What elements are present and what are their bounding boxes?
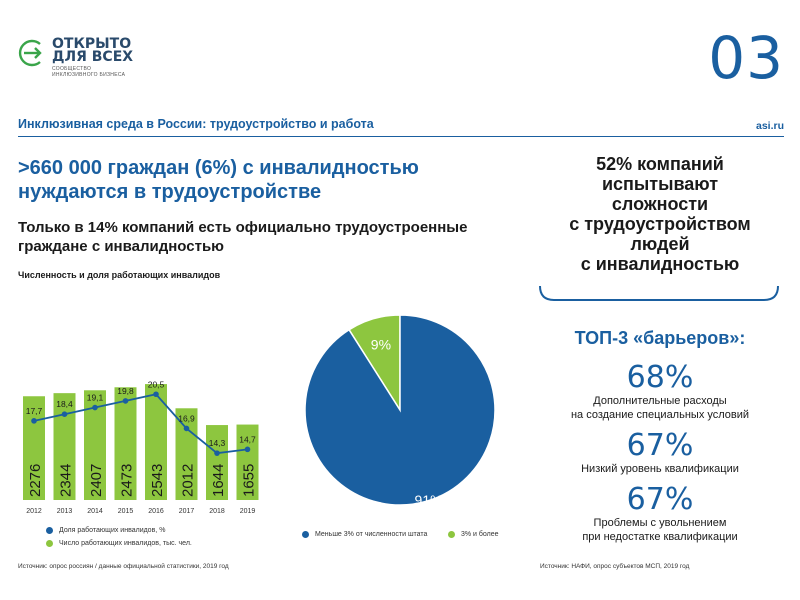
pie-label: 91% bbox=[415, 492, 443, 508]
bar bbox=[175, 408, 198, 500]
barrier-1-desc2: на создание специальных условий bbox=[570, 409, 750, 421]
barrier-1: 68% Дополнительные расходы на создание с… bbox=[540, 362, 780, 422]
bar-value-label: 1644 bbox=[210, 464, 227, 497]
page-title: Инклюзивная среда в России: трудоустройс… bbox=[18, 117, 374, 131]
right-headline: 52% компаний испытывают сложности с труд… bbox=[540, 154, 780, 274]
x-tick-label: 2012 bbox=[26, 508, 42, 515]
right-headline-line: 52% компаний bbox=[596, 154, 724, 174]
barriers-title: ТОП-3 «барьеров»: bbox=[574, 328, 746, 348]
right-headline-line: испытывают bbox=[601, 174, 719, 194]
line-value-label: 20,5 bbox=[148, 379, 165, 389]
right-headline-line: людей bbox=[630, 234, 690, 254]
x-tick-label: 2019 bbox=[240, 508, 256, 515]
line-point bbox=[183, 425, 190, 432]
right-headline-line: сложности bbox=[611, 194, 709, 214]
x-tick-label: 2018 bbox=[209, 508, 225, 515]
subheadline: Только в 14% компаний есть официально тр… bbox=[18, 219, 468, 255]
bar bbox=[145, 384, 167, 500]
pie-legend-b-label: 3% и более bbox=[461, 531, 499, 538]
logo-subtitle: СООБЩЕСТВО ИНКЛЮЗИВНОГО БИЗНЕСА bbox=[52, 66, 152, 78]
bar-value-label: 2407 bbox=[88, 464, 105, 497]
legend-bars: Число работающих инвалидов, тыс. чел. bbox=[46, 540, 192, 547]
site-link[interactable]: asi.ru bbox=[755, 120, 784, 132]
bar bbox=[114, 387, 137, 500]
line-value-label: 18,4 bbox=[56, 399, 73, 409]
logo-line2: ДЛЯ ВСЕХ bbox=[52, 49, 134, 65]
line-value-label: 19,8 bbox=[117, 386, 134, 396]
line-point bbox=[61, 411, 68, 417]
logo-line1: ОТКРЫТО bbox=[52, 36, 132, 52]
bracket-decoration bbox=[539, 285, 779, 301]
bar-value-label: 2276 bbox=[27, 464, 44, 497]
x-tick-label: 2017 bbox=[179, 508, 195, 515]
right-headline-line: с инвалидностью bbox=[580, 254, 740, 274]
x-tick-label: 2016 bbox=[148, 508, 164, 515]
logo-sub1: СООБЩЕСТВО bbox=[52, 66, 92, 72]
pie-legend-b-swatch bbox=[448, 531, 455, 538]
line-point bbox=[153, 391, 159, 398]
line-value-label: 17,7 bbox=[26, 406, 43, 416]
logo-arrow-icon bbox=[18, 39, 42, 67]
line-value-label: 14,7 bbox=[239, 434, 256, 444]
pie-slice bbox=[304, 314, 496, 506]
x-tick-label: 2014 bbox=[87, 508, 103, 515]
bar bbox=[206, 425, 228, 500]
bar-value-label: 2473 bbox=[119, 464, 136, 497]
bar-line-chart: 2276 2012 2344 2013 2407 2014 2473 2015 2543 2016… bbox=[23, 379, 259, 515]
line-value-label: 16,9 bbox=[178, 413, 195, 423]
right-headline-line: с трудоустройством bbox=[569, 214, 751, 234]
bar bbox=[53, 393, 76, 500]
logo-text: ОТКРЫТО ДЛЯ ВСЕХ bbox=[52, 36, 134, 65]
pie-legend-b: 3% и более bbox=[448, 531, 499, 538]
barrier-2-desc1: Низкий уровень квалификации bbox=[581, 463, 739, 475]
legend-line-label: Доля работающих инвалидов, % bbox=[59, 527, 166, 534]
bar bbox=[236, 424, 259, 500]
pie-legend-a-swatch bbox=[302, 531, 309, 538]
legend-line: Доля работающих инвалидов, % bbox=[46, 527, 165, 534]
legend-bars-label: Число работающих инвалидов, тыс. чел. bbox=[59, 540, 192, 547]
bar bbox=[84, 390, 106, 500]
line-point bbox=[31, 418, 37, 424]
source-left: Источник: опрос россиян / данные официал… bbox=[18, 563, 229, 570]
line-value-label: 19,1 bbox=[87, 393, 104, 403]
barrier-2: 67% Низкий уровень квалификации bbox=[540, 430, 780, 476]
title-bar: Инклюзивная среда в России: трудоустройс… bbox=[18, 116, 784, 137]
bar bbox=[23, 396, 45, 500]
line-point bbox=[92, 404, 98, 411]
logo: ОТКРЫТО ДЛЯ ВСЕХ СООБЩЕСТВО ИНКЛЮЗИВНОГО… bbox=[18, 36, 148, 80]
line-point bbox=[214, 450, 220, 456]
legend-line-swatch bbox=[46, 527, 53, 534]
pie-legend-a: Меньше 3% от численности штата bbox=[302, 531, 427, 538]
legend-bars-swatch bbox=[46, 540, 53, 547]
pie-chart: 9% 91% bbox=[304, 314, 496, 508]
page-number: 03 bbox=[708, 24, 784, 92]
pie-legend-a-label: Меньше 3% от численности штата bbox=[315, 531, 428, 538]
headline: >660 000 граждан (6%) с инвалидностью ну… bbox=[18, 157, 419, 203]
barrier-2-pct: 67% bbox=[626, 428, 694, 463]
chart-title: Численность и доля работающих инвалидов bbox=[18, 270, 221, 280]
bar-value-label: 1655 bbox=[241, 464, 258, 497]
barrier-1-desc1: Дополнительные расходы bbox=[593, 395, 727, 407]
x-tick-label: 2015 bbox=[118, 508, 134, 515]
line-point bbox=[122, 398, 129, 404]
barrier-1-pct: 68% bbox=[626, 360, 694, 395]
bar-value-label: 2012 bbox=[180, 464, 197, 497]
barrier-3-pct: 67% bbox=[626, 482, 694, 517]
pie-label: 9% bbox=[371, 336, 391, 352]
line-point bbox=[244, 446, 251, 453]
x-tick-label: 2013 bbox=[57, 508, 73, 515]
source-right: Источник: НАФИ, опрос субъектов МСП, 201… bbox=[540, 563, 690, 570]
bar-value-label: 2543 bbox=[149, 464, 166, 497]
series-line bbox=[33, 393, 248, 455]
barrier-3: 67% Проблемы с увольнением при недостатк… bbox=[540, 484, 780, 544]
line-value-label: 14,3 bbox=[209, 438, 226, 448]
barrier-3-desc1: Проблемы с увольнением bbox=[593, 517, 727, 529]
barrier-3-desc2: при недостатке квалификации bbox=[582, 531, 738, 543]
bar-value-label: 2344 bbox=[58, 464, 75, 497]
logo-sub2: ИНКЛЮЗИВНОГО БИЗНЕСА bbox=[52, 72, 126, 78]
